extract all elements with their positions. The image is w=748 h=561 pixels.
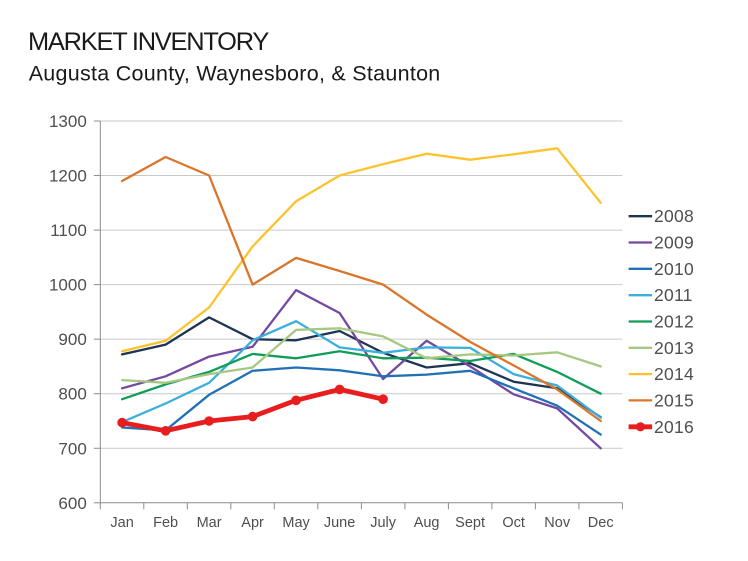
svg-text:Nov: Nov (544, 515, 571, 531)
svg-text:Dec: Dec (588, 515, 614, 531)
svg-text:1200: 1200 (49, 167, 87, 186)
svg-text:900: 900 (58, 330, 86, 349)
svg-text:Jan: Jan (110, 515, 133, 531)
svg-text:Apr: Apr (241, 515, 264, 531)
svg-text:MARKET INVENTORY: MARKET INVENTORY (28, 28, 269, 56)
svg-text:2015: 2015 (654, 390, 694, 410)
svg-text:2013: 2013 (654, 338, 694, 358)
svg-text:Aug: Aug (414, 515, 440, 531)
svg-text:June: June (324, 515, 355, 531)
svg-text:1100: 1100 (50, 221, 87, 240)
svg-text:July: July (370, 515, 397, 531)
svg-text:2008: 2008 (654, 206, 694, 226)
svg-text:2016: 2016 (654, 417, 694, 437)
svg-text:Augusta County, Waynesboro, &: Augusta County, Waynesboro, & Staunton (29, 61, 441, 85)
svg-text:1000: 1000 (49, 276, 87, 295)
svg-text:Mar: Mar (197, 515, 222, 531)
svg-text:800: 800 (58, 385, 86, 404)
svg-text:May: May (282, 515, 310, 531)
svg-text:2009: 2009 (654, 233, 694, 253)
svg-text:2014: 2014 (654, 364, 694, 384)
svg-text:Feb: Feb (153, 515, 178, 531)
svg-text:Sept: Sept (455, 515, 485, 531)
svg-text:600: 600 (58, 494, 86, 513)
svg-text:2011: 2011 (654, 285, 693, 305)
svg-text:1300: 1300 (49, 112, 87, 131)
svg-text:2012: 2012 (654, 312, 694, 332)
svg-text:2010: 2010 (654, 259, 694, 279)
svg-text:Oct: Oct (502, 515, 525, 531)
svg-text:700: 700 (58, 439, 86, 458)
